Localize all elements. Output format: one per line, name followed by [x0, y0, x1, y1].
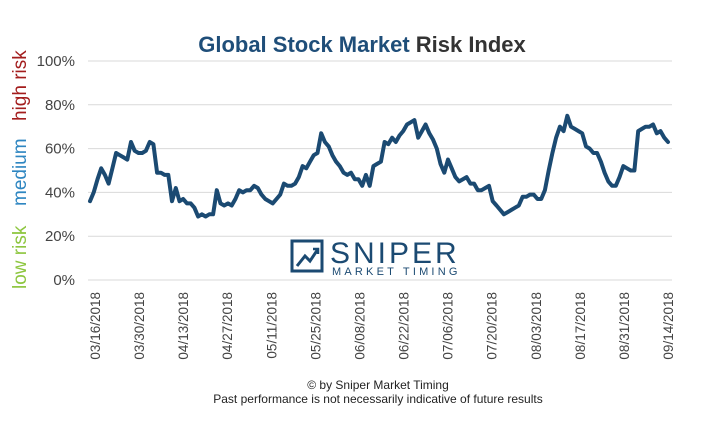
- y-tick-label: 80%: [45, 97, 75, 114]
- y-tick-label: 20%: [45, 228, 75, 245]
- logo-name: SNIPER: [330, 237, 460, 270]
- x-tick-label: 04/13/2018: [176, 292, 191, 360]
- y-tick-label: 100%: [37, 53, 75, 70]
- y-tick-label: 60%: [45, 141, 75, 158]
- risk-label-high: high risk: [10, 50, 31, 121]
- x-tick-label: 03/30/2018: [132, 292, 147, 360]
- chart-title-part1: Global Stock Market: [198, 32, 410, 57]
- copyright-text: © by Sniper Market Timing: [307, 378, 449, 392]
- x-tick-label: 05/11/2018: [264, 292, 279, 359]
- chart-title: Global Stock Market Risk Index: [198, 32, 526, 57]
- y-axis-ticks: 0% 20% 40% 60% 80% 100%: [37, 53, 75, 289]
- y-tick-label: 40%: [45, 184, 75, 201]
- x-tick-label: 05/25/2018: [308, 292, 323, 360]
- x-tick-label: 09/14/2018: [661, 292, 676, 360]
- risk-label-medium: medium: [10, 138, 31, 206]
- x-tick-label: 04/27/2018: [220, 292, 235, 360]
- disclaimer-text: Past performance is not necessarily indi…: [213, 392, 542, 406]
- x-tick-label: 08/17/2018: [573, 292, 588, 360]
- x-tick-label: 07/06/2018: [441, 292, 456, 360]
- x-tick-label: 07/20/2018: [485, 292, 500, 360]
- x-tick-label: 03/16/2018: [88, 292, 103, 360]
- sniper-logo: SNIPER MARKET TIMING: [290, 237, 461, 278]
- risk-label-low: low risk: [10, 225, 31, 289]
- x-tick-label: 06/22/2018: [397, 292, 412, 360]
- series-line: [88, 113, 670, 219]
- chart-trend-icon: [290, 239, 324, 273]
- y-tick-label: 0%: [53, 272, 75, 289]
- x-tick-label: 08/31/2018: [617, 292, 632, 360]
- chart-title-part2: Risk Index: [416, 32, 527, 57]
- grid-lines: [88, 60, 672, 281]
- logo-tagline: MARKET TIMING: [332, 266, 461, 278]
- x-axis-ticks: 03/16/2018 03/30/2018 04/13/2018 04/27/2018…: [88, 292, 676, 360]
- x-tick-label: 06/08/2018: [352, 292, 367, 360]
- x-tick-label: 08/03/2018: [529, 292, 544, 360]
